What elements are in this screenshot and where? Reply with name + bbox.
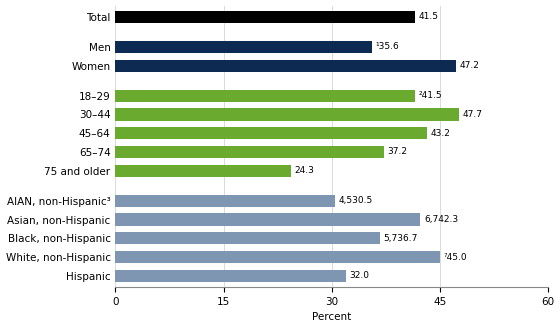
Text: 43.2: 43.2: [431, 129, 450, 138]
Bar: [115, 108, 459, 121]
Bar: [115, 11, 414, 23]
Bar: [115, 195, 335, 207]
Bar: [115, 270, 346, 282]
Bar: [115, 146, 384, 158]
Text: 41.5: 41.5: [418, 12, 438, 21]
Text: ²41.5: ²41.5: [418, 91, 442, 100]
Bar: [115, 165, 291, 177]
X-axis label: Percent: Percent: [312, 313, 351, 322]
Text: ⁷45.0: ⁷45.0: [444, 253, 467, 262]
Bar: [115, 59, 456, 72]
Text: 47.2: 47.2: [459, 61, 479, 70]
Bar: [115, 127, 427, 139]
Bar: [115, 232, 380, 244]
Text: 32.0: 32.0: [349, 271, 370, 280]
Text: 4,530.5: 4,530.5: [339, 196, 373, 205]
Text: 24.3: 24.3: [294, 166, 314, 175]
Text: 47.7: 47.7: [463, 110, 483, 119]
Bar: [115, 41, 372, 53]
Bar: [115, 251, 440, 263]
Text: ¹35.6: ¹35.6: [376, 42, 399, 51]
Text: 5,736.7: 5,736.7: [384, 234, 418, 243]
Bar: [115, 214, 421, 226]
Text: 6,742.3: 6,742.3: [424, 215, 458, 224]
Text: 37.2: 37.2: [387, 148, 407, 156]
Bar: [115, 90, 414, 102]
